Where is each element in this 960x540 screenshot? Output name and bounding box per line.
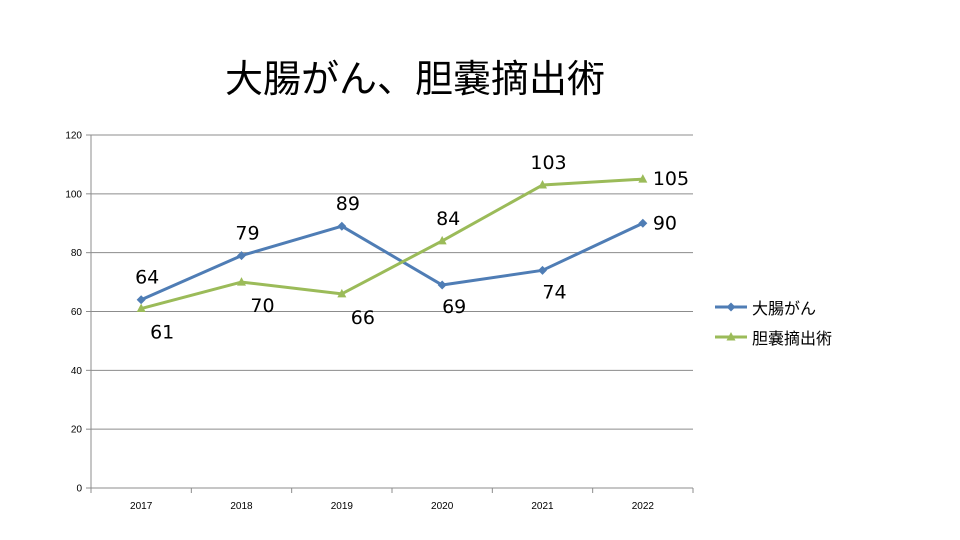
y-tick-label: 0 xyxy=(76,484,82,495)
data-point-0-2 xyxy=(337,221,347,231)
legend-swatch-0 xyxy=(715,302,747,312)
x-tick-label: 2022 xyxy=(632,501,655,512)
data-point-0-0 xyxy=(136,295,146,305)
data-label-0-4: 74 xyxy=(542,281,566,303)
data-label-0-5: 90 xyxy=(653,212,677,234)
x-tick-label: 2018 xyxy=(230,501,253,512)
data-point-1-5 xyxy=(638,174,648,183)
data-label-0-2: 89 xyxy=(336,193,360,215)
data-label-0-1: 79 xyxy=(235,223,259,245)
chart-axes xyxy=(86,134,694,493)
legend-swatch-1 xyxy=(715,332,747,341)
data-label-1-4: 103 xyxy=(530,152,566,174)
data-point-1-4 xyxy=(538,180,547,189)
y-tick-label: 80 xyxy=(71,248,83,259)
chart-grid xyxy=(91,134,693,489)
data-point-0-1 xyxy=(237,251,246,261)
data-point-0-4 xyxy=(538,265,547,275)
y-tick-label: 20 xyxy=(71,425,83,436)
data-point-0-5 xyxy=(638,218,648,228)
y-tick-labels: 0 20 40 60 80 100 120 xyxy=(65,131,82,495)
x-tick-label: 2020 xyxy=(431,501,454,512)
x-tick-label: 2017 xyxy=(130,501,153,512)
data-labels: 64 79 89 69 74 90 61 70 66 84 103 105 xyxy=(135,152,689,344)
data-label-1-2: 66 xyxy=(351,307,375,329)
legend-item-1: 胆嚢摘出術 xyxy=(714,322,832,352)
data-label-0-0: 64 xyxy=(135,267,159,289)
legend-label-0: 大腸がん xyxy=(752,299,817,318)
data-point-1-3 xyxy=(437,235,447,245)
data-point-0-3 xyxy=(437,280,447,290)
series-lines xyxy=(140,177,644,311)
data-label-1-0: 61 xyxy=(150,322,174,344)
y-tick-label: 60 xyxy=(71,307,83,318)
y-tick-label: 100 xyxy=(65,189,82,200)
data-label-1-5: 105 xyxy=(653,168,689,190)
series-markers xyxy=(136,174,648,313)
data-point-1-0 xyxy=(136,303,146,313)
legend-label-1: 胆嚢摘出術 xyxy=(752,329,833,348)
series-line-1 xyxy=(140,177,643,311)
data-label-1-1: 70 xyxy=(250,295,274,317)
legend-item-0: 大腸がん xyxy=(714,292,832,322)
y-tick-label: 40 xyxy=(71,366,83,377)
y-tick-label: 120 xyxy=(65,131,82,142)
data-point-1-1 xyxy=(237,277,246,286)
data-label-1-3: 84 xyxy=(436,208,460,230)
x-tick-label: 2021 xyxy=(531,501,554,512)
x-tick-labels: 2017 2018 2019 2020 2021 2022 xyxy=(130,501,654,512)
x-tick-label: 2019 xyxy=(331,501,354,512)
chart-legend: 大腸がん 胆嚢摘出術 xyxy=(714,292,832,352)
chart-title: 大腸がん、胆嚢摘出術 xyxy=(224,57,605,101)
series-line-0 xyxy=(140,221,644,302)
data-point-1-2 xyxy=(337,288,347,298)
data-label-0-3: 69 xyxy=(442,296,466,318)
